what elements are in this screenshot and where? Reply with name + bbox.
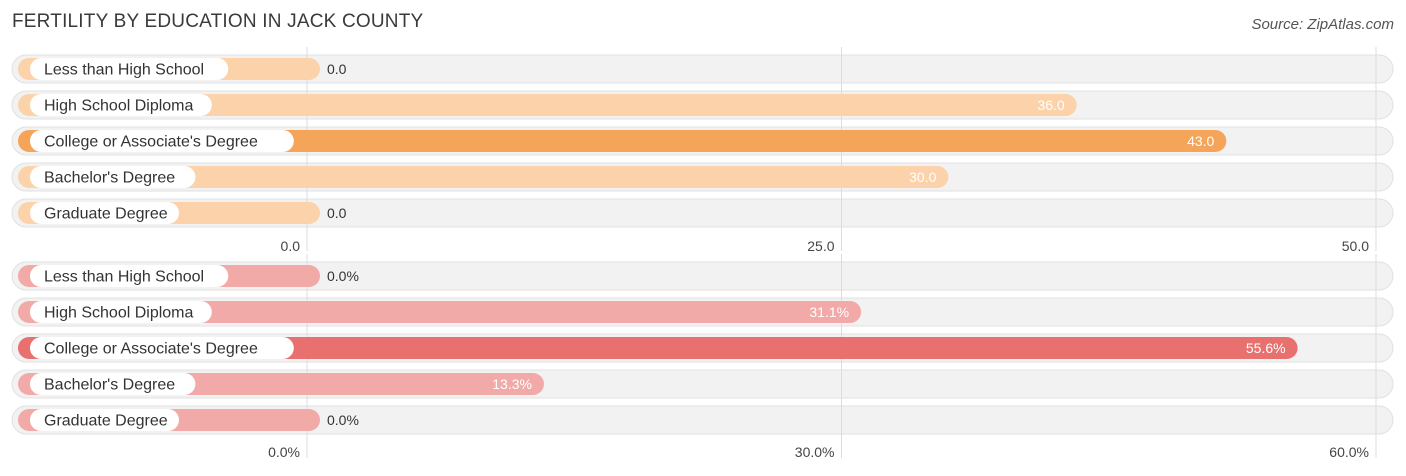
value-label: 31.1% — [809, 304, 849, 320]
value-label: 30.0 — [909, 169, 936, 185]
tick-label: 0.0 — [281, 238, 301, 254]
category-pill — [30, 373, 196, 395]
value-label: 43.0 — [1187, 133, 1214, 149]
bar — [18, 337, 1298, 359]
category-label: Bachelor's Degree — [44, 377, 175, 394]
row-background — [11, 261, 1394, 291]
category-label: College or Associate's Degree — [44, 341, 258, 358]
row-background — [11, 198, 1394, 228]
row-background — [11, 405, 1394, 435]
value-label: 0.0 — [327, 205, 347, 221]
category-label: Graduate Degree — [44, 206, 168, 223]
value-label: 0.0% — [327, 268, 359, 284]
bar — [18, 301, 862, 323]
category-pill — [30, 130, 294, 152]
value-label: 55.6% — [1246, 340, 1286, 356]
category-label: Bachelor's Degree — [44, 170, 175, 187]
category-pill — [30, 301, 212, 323]
category-pill — [30, 166, 196, 188]
tick-label: 0.0% — [268, 444, 300, 460]
category-pill — [30, 94, 212, 116]
category-label: Less than High School — [44, 269, 204, 286]
category-pill — [30, 265, 229, 287]
value-label: 0.0 — [327, 61, 347, 77]
bar — [18, 166, 949, 188]
chart-title: FERTILITY BY EDUCATION IN JACK COUNTY — [12, 11, 424, 32]
category-pill — [30, 337, 294, 359]
value-label: 13.3% — [492, 376, 532, 392]
tick-label: 60.0% — [1329, 444, 1369, 460]
category-pill — [30, 409, 179, 431]
category-label: Less than High School — [44, 62, 204, 79]
category-pill — [30, 58, 229, 80]
value-label: 0.0% — [327, 412, 359, 428]
category-label: High School Diploma — [44, 98, 194, 115]
source-label: Source: ZipAtlas.com — [1251, 16, 1394, 33]
value-label: 36.0 — [1037, 97, 1064, 113]
bar — [18, 130, 1227, 152]
category-pill — [30, 202, 179, 224]
category-label: College or Associate's Degree — [44, 134, 258, 151]
tick-label: 50.0 — [1342, 238, 1369, 254]
tick-label: 30.0% — [795, 444, 835, 460]
tick-label: 25.0 — [807, 238, 834, 254]
bar — [18, 94, 1077, 116]
category-label: Graduate Degree — [44, 413, 168, 430]
row-background — [11, 54, 1394, 84]
category-label: High School Diploma — [44, 305, 194, 322]
